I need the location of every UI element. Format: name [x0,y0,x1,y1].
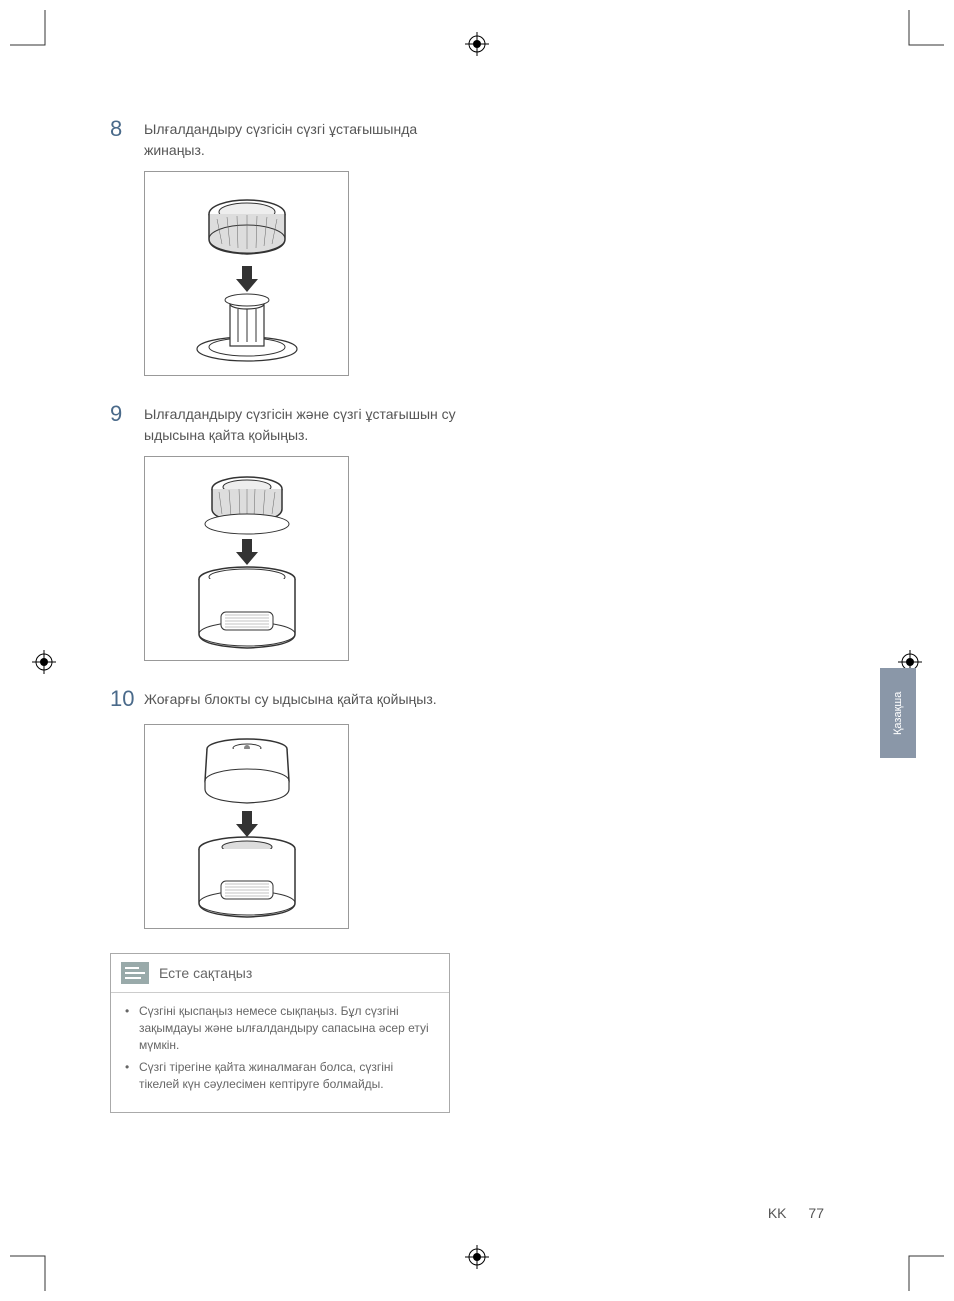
footer-lang: KK [768,1205,787,1221]
note-item: Сүзгі тірегіне қайта жиналмаған болса, с… [125,1059,435,1094]
footer-page: 77 [808,1205,824,1221]
registration-mark-left [32,650,56,674]
note-item: Сүзгіні қыспаңыз немесе сықпаңыз. Бұл сү… [125,1003,435,1055]
step-text: Жоғарғы блокты су ыдысына қайта қойыңыз. [144,685,437,714]
crop-mark-top-right [894,10,944,60]
crop-mark-top-left [10,10,60,60]
step-text: Ылғалдандыру сүзгісін және сүзгі ұстағыш… [144,400,470,446]
step-text: Ылғалдандыру сүзгісін сүзгі ұстағышында … [144,115,470,161]
figure-step-10 [144,724,349,929]
step-number: 8 [110,115,144,161]
step-number: 10 [110,685,144,714]
note-box: Есте сақтаңыз Сүзгіні қыспаңыз немесе сы… [110,953,450,1113]
figure-step-8 [144,171,349,376]
step-8: 8 Ылғалдандыру сүзгісін сүзгі ұстағышынд… [110,115,470,161]
registration-mark-top [465,32,489,56]
step-10: 10 Жоғарғы блокты су ыдысына қайта қойың… [110,685,470,714]
figure-step-9 [144,456,349,661]
note-icon [121,962,149,984]
crop-mark-bottom-right [894,1241,944,1291]
step-number: 9 [110,400,144,446]
note-title: Есте сақтаңыз [159,965,252,981]
language-tab: Қазақша [880,668,916,758]
crop-mark-bottom-left [10,1241,60,1291]
note-header: Есте сақтаңыз [111,954,449,992]
note-body: Сүзгіні қыспаңыз немесе сықпаңыз. Бұл сү… [111,992,449,1112]
registration-mark-bottom [465,1245,489,1269]
main-content: 8 Ылғалдандыру сүзгісін сүзгі ұстағышынд… [110,115,470,1113]
step-9: 9 Ылғалдандыру сүзгісін және сүзгі ұстағ… [110,400,470,446]
page-footer: KK 77 [768,1205,824,1221]
